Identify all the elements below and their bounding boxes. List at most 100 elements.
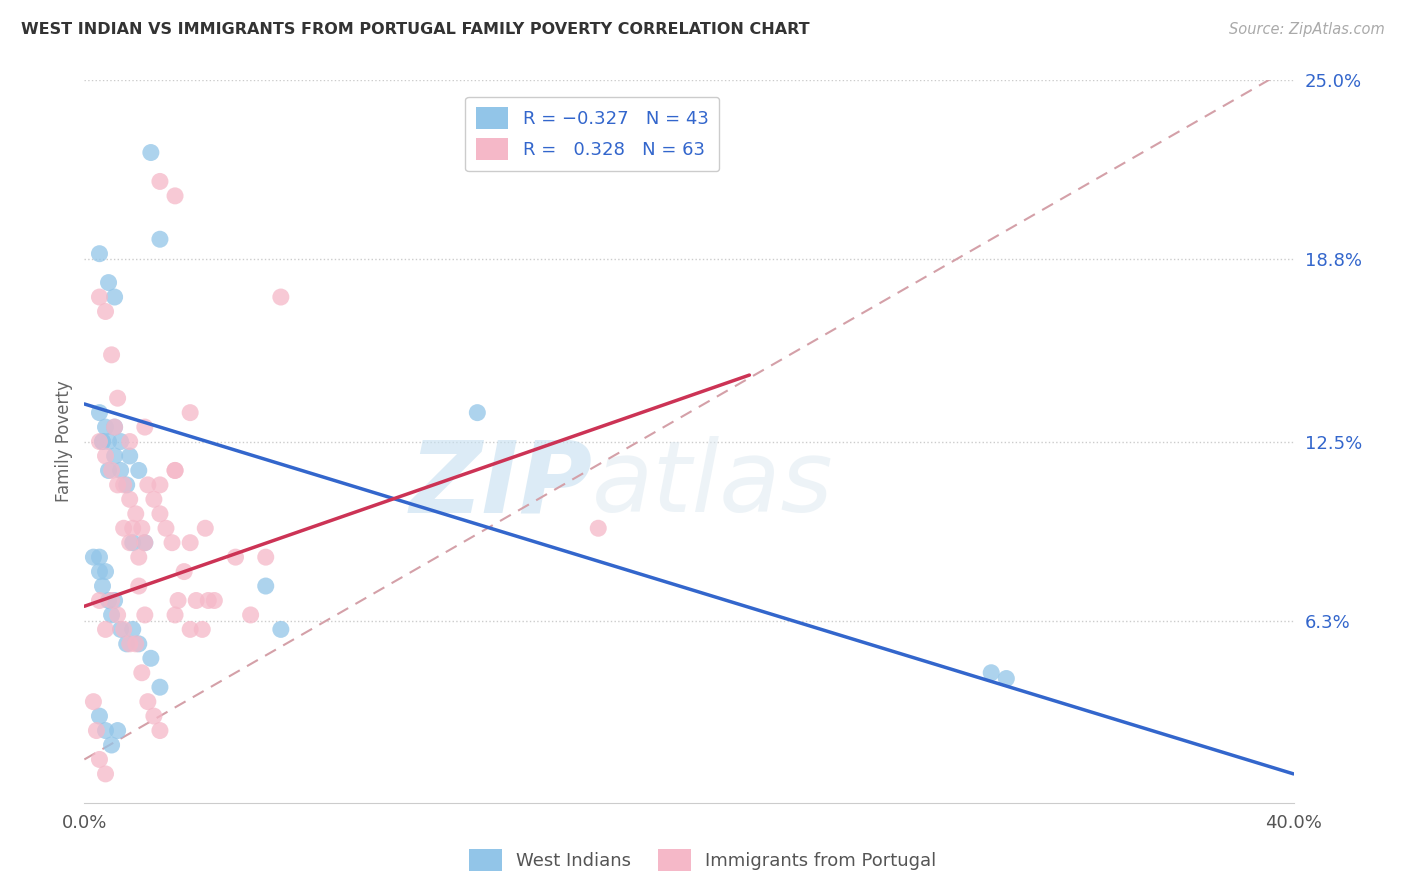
Point <box>128 463 150 477</box>
Point <box>89 290 111 304</box>
Point <box>118 449 141 463</box>
Point <box>179 535 201 549</box>
Text: Source: ZipAtlas.com: Source: ZipAtlas.com <box>1229 22 1385 37</box>
Point <box>160 535 183 549</box>
Point <box>134 535 156 549</box>
Point <box>118 492 141 507</box>
Text: ZIP: ZIP <box>409 436 592 533</box>
Point <box>173 565 195 579</box>
Point <box>110 434 132 449</box>
Point <box>149 507 172 521</box>
Point <box>118 434 141 449</box>
Point <box>239 607 262 622</box>
Point <box>89 246 111 260</box>
Point <box>588 521 610 535</box>
Y-axis label: Family Poverty: Family Poverty <box>55 381 73 502</box>
Point <box>197 593 219 607</box>
Point <box>225 550 247 565</box>
Point <box>82 550 104 565</box>
Point <box>104 449 127 463</box>
Point <box>91 579 114 593</box>
Point <box>89 709 111 723</box>
Point <box>128 579 150 593</box>
Point <box>131 665 153 680</box>
Point <box>118 535 141 549</box>
Point <box>104 420 127 434</box>
Point <box>94 723 117 738</box>
Point <box>89 434 111 449</box>
Point <box>134 607 156 622</box>
Point <box>86 723 108 738</box>
Point <box>125 637 148 651</box>
Point <box>110 623 132 637</box>
Point <box>104 290 127 304</box>
Legend: West Indians, Immigrants from Portugal: West Indians, Immigrants from Portugal <box>463 842 943 879</box>
Point <box>112 623 135 637</box>
Point <box>139 651 162 665</box>
Point <box>94 623 117 637</box>
Point <box>139 145 162 160</box>
Point <box>125 507 148 521</box>
Point <box>89 752 111 766</box>
Point <box>136 478 159 492</box>
Point <box>104 420 127 434</box>
Point <box>149 478 172 492</box>
Point <box>467 406 489 420</box>
Point <box>165 463 187 477</box>
Point <box>89 406 111 420</box>
Point <box>82 695 104 709</box>
Point <box>94 304 117 318</box>
Point <box>94 449 117 463</box>
Point <box>254 579 277 593</box>
Point <box>179 406 201 420</box>
Point <box>142 492 165 507</box>
Point <box>155 521 177 535</box>
Point <box>104 593 127 607</box>
Point <box>100 593 122 607</box>
Point <box>121 623 143 637</box>
Point <box>131 521 153 535</box>
Point <box>165 607 187 622</box>
Text: atlas: atlas <box>592 436 834 533</box>
Point <box>149 174 172 188</box>
Point <box>191 623 214 637</box>
Point <box>121 521 143 535</box>
Point <box>107 607 129 622</box>
Point <box>254 550 277 565</box>
Point <box>118 637 141 651</box>
Point <box>186 593 208 607</box>
Point <box>89 550 111 565</box>
Point <box>107 723 129 738</box>
Point <box>202 593 225 607</box>
Point <box>115 637 138 651</box>
Point <box>100 607 122 622</box>
Point <box>115 478 138 492</box>
Point <box>91 434 114 449</box>
Point <box>107 391 129 405</box>
Point <box>134 420 156 434</box>
Point <box>179 623 201 637</box>
Text: WEST INDIAN VS IMMIGRANTS FROM PORTUGAL FAMILY POVERTY CORRELATION CHART: WEST INDIAN VS IMMIGRANTS FROM PORTUGAL … <box>21 22 810 37</box>
Legend: R = −0.327   N = 43, R =   0.328   N = 63: R = −0.327 N = 43, R = 0.328 N = 63 <box>465 96 720 171</box>
Point <box>128 550 150 565</box>
Point <box>149 232 172 246</box>
Point <box>121 535 143 549</box>
Point <box>94 767 117 781</box>
Point <box>94 565 117 579</box>
Point <box>128 637 150 651</box>
Point <box>149 680 172 694</box>
Point <box>142 709 165 723</box>
Point <box>165 189 187 203</box>
Point <box>112 521 135 535</box>
Point <box>97 434 120 449</box>
Point <box>270 623 292 637</box>
Point <box>136 695 159 709</box>
Point <box>100 348 122 362</box>
Point <box>97 463 120 477</box>
Point <box>270 290 292 304</box>
Point <box>980 665 1002 680</box>
Point <box>112 478 135 492</box>
Point <box>97 593 120 607</box>
Point <box>107 478 129 492</box>
Point <box>89 565 111 579</box>
